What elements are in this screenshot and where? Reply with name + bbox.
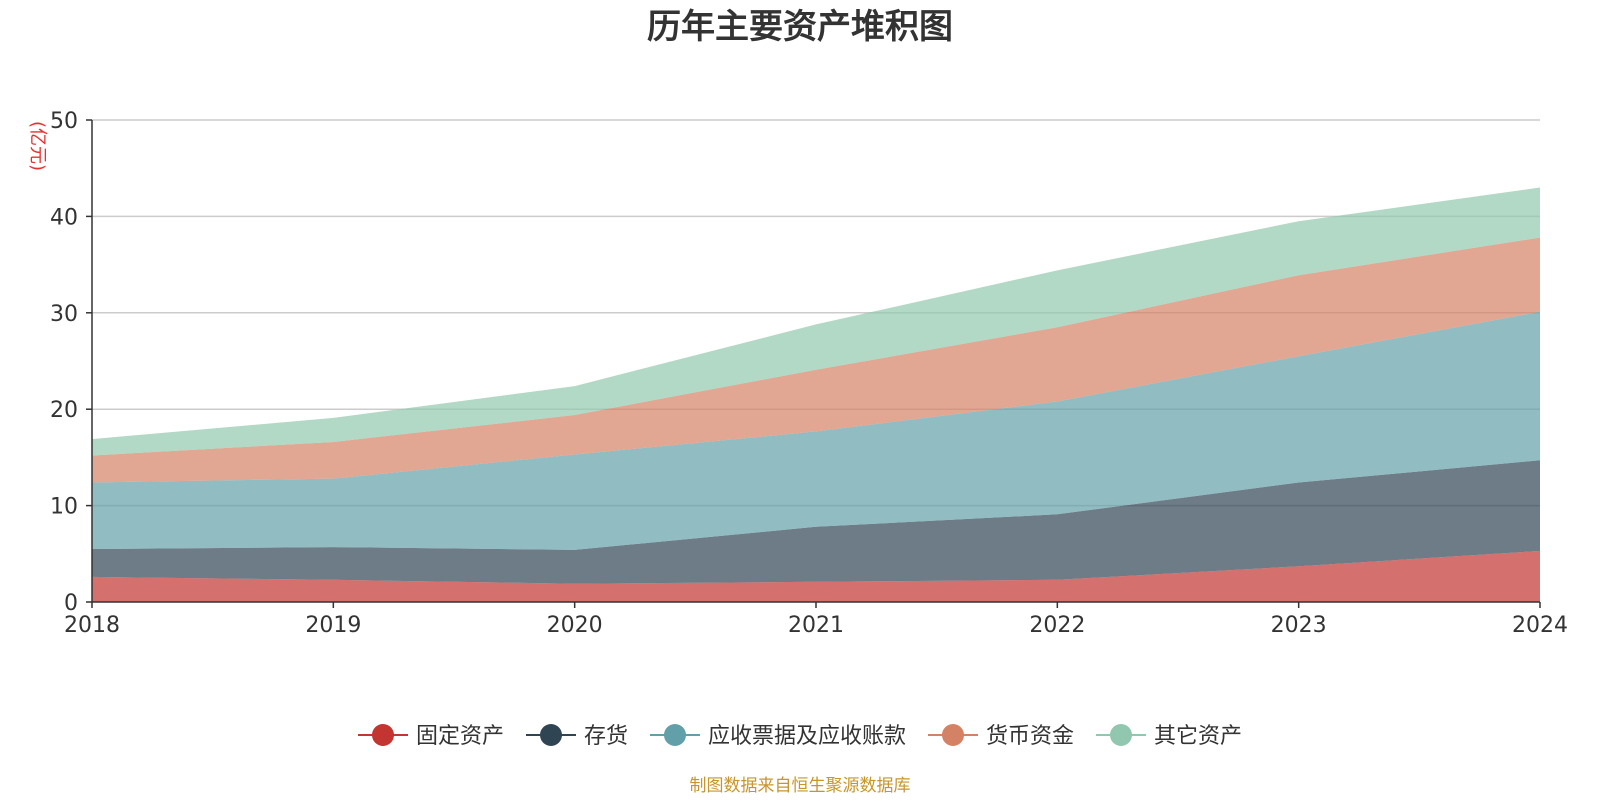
y-tick-label-50: 50 bbox=[50, 109, 78, 134]
chart-title: 历年主要资产堆积图 bbox=[647, 7, 953, 47]
legend-label: 货币资金 bbox=[986, 724, 1074, 749]
x-tick-label-2023: 2023 bbox=[1271, 613, 1327, 638]
legend-label: 其它资产 bbox=[1154, 724, 1242, 749]
y-axis-unit-label: (亿元) bbox=[27, 121, 48, 171]
y-tick-label-20: 20 bbox=[50, 398, 78, 423]
x-tick-label-2020: 2020 bbox=[547, 613, 603, 638]
legend-marker-icon bbox=[540, 724, 562, 746]
legend-marker-icon bbox=[942, 724, 964, 746]
area-series-2 bbox=[92, 311, 1540, 550]
legend-item-2: 应收票据及应收账款 bbox=[650, 724, 906, 749]
legend: 固定资产 存货 应收票据及应收账款 货币资金 其它资产 bbox=[358, 724, 1242, 749]
legend-label: 存货 bbox=[584, 724, 628, 749]
legend-item-1: 存货 bbox=[526, 724, 628, 749]
y-tick-label-0: 0 bbox=[64, 591, 78, 616]
legend-marker-icon bbox=[1110, 724, 1132, 746]
legend-item-3: 货币资金 bbox=[928, 724, 1074, 749]
area-series-4 bbox=[92, 187, 1540, 456]
legend-item-4: 其它资产 bbox=[1096, 724, 1242, 749]
legend-marker-icon bbox=[372, 724, 394, 746]
x-tick-label-2019: 2019 bbox=[305, 613, 361, 638]
x-tick-label-2018: 2018 bbox=[64, 613, 120, 638]
y-tick-label-40: 40 bbox=[50, 205, 78, 230]
x-tick-label-2022: 2022 bbox=[1029, 613, 1085, 638]
axes: 0 10 20 30 40 50 2018 2019 2020 2021 2022 2023 2024 bbox=[50, 109, 1568, 638]
x-tick-label-2024: 2024 bbox=[1512, 613, 1568, 638]
data-source-footer: 制图数据来自恒生聚源数据库 bbox=[690, 776, 911, 796]
y-tick-label-10: 10 bbox=[50, 495, 78, 520]
legend-item-0: 固定资产 bbox=[358, 724, 504, 749]
area-series-0 bbox=[92, 550, 1540, 602]
y-tick-label-30: 30 bbox=[50, 302, 78, 327]
area-series-3 bbox=[92, 237, 1540, 483]
legend-label: 应收票据及应收账款 bbox=[708, 724, 906, 749]
area-series-1 bbox=[92, 460, 1540, 584]
area-series-group bbox=[92, 187, 1540, 602]
legend-marker-icon bbox=[664, 724, 686, 746]
x-tick-label-2021: 2021 bbox=[788, 613, 844, 638]
legend-label: 固定资产 bbox=[416, 724, 504, 749]
